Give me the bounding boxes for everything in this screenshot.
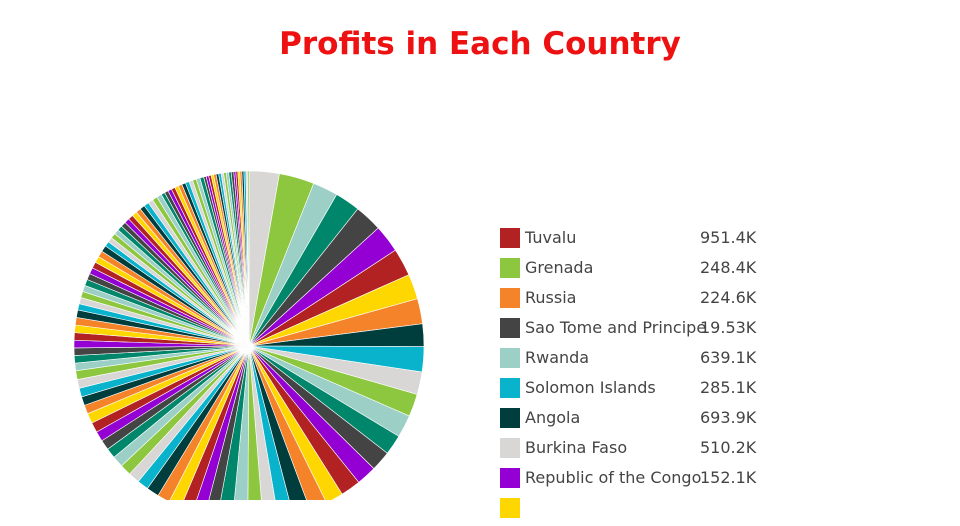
legend-value: 19.53K <box>700 318 757 337</box>
legend-value: 693.9K <box>700 408 757 427</box>
legend-swatch <box>500 498 520 518</box>
legend-label: Tuvalu <box>525 228 577 247</box>
legend-value: 951.4K <box>700 228 757 247</box>
legend-value: 152.1K <box>700 468 757 487</box>
legend-swatch <box>500 348 520 368</box>
legend-label: Grenada <box>525 258 594 277</box>
legend-swatch <box>500 378 520 398</box>
legend-label: Burkina Faso <box>525 438 628 457</box>
legend-item[interactable]: Angola 693.9K <box>500 406 760 436</box>
legend-value: 639.1K <box>700 348 757 367</box>
legend-label: Sao Tome and Principe <box>525 318 707 337</box>
pie-slice[interactable] <box>248 345 310 500</box>
legend-label: Republic of the Congo <box>525 468 702 487</box>
legend-item[interactable]: Solomon Islands 285.1K <box>500 376 760 406</box>
legend-item[interactable]: Rwanda 639.1K <box>500 346 760 376</box>
legend-swatch <box>500 468 520 488</box>
legend: Tuvalu 951.4K Grenada 248.4K Russia 224.6K Sao… <box>500 226 760 526</box>
legend-swatch <box>500 228 520 248</box>
pie-slice[interactable] <box>248 345 278 500</box>
legend-item[interactable]: Russia 224.6K <box>500 286 760 316</box>
pie-slice[interactable] <box>247 170 250 347</box>
pie-slice[interactable] <box>248 345 343 500</box>
legend-label: Angola <box>525 408 581 427</box>
legend-item[interactable]: Grenada 248.4K <box>500 256 760 286</box>
legend-swatch <box>500 258 520 278</box>
pie-chart <box>73 170 425 500</box>
legend-label: Russia <box>525 288 577 307</box>
pie-slice[interactable] <box>248 345 327 500</box>
legend-item[interactable]: Tuvalu 951.4K <box>500 226 760 256</box>
legend-label: Rwanda <box>525 348 590 367</box>
legend-swatch <box>500 408 520 428</box>
legend-swatch <box>500 318 520 338</box>
legend-swatch <box>500 438 520 458</box>
legend-item[interactable] <box>500 496 760 526</box>
legend-value: 285.1K <box>700 378 757 397</box>
legend-value: 510.2K <box>700 438 757 457</box>
legend-value: 224.6K <box>700 288 757 307</box>
legend-item[interactable]: Sao Tome and Principe 19.53K <box>500 316 760 346</box>
legend-value: 248.4K <box>700 258 757 277</box>
legend-label: Solomon Islands <box>525 378 656 397</box>
pie-slice[interactable] <box>248 345 293 500</box>
legend-item[interactable]: Republic of the Congo 152.1K <box>500 466 760 496</box>
chart-title: Profits in Each Country <box>279 26 681 62</box>
legend-swatch <box>500 288 520 308</box>
legend-item[interactable]: Burkina Faso 510.2K <box>500 436 760 466</box>
pie-slice[interactable] <box>247 345 263 500</box>
